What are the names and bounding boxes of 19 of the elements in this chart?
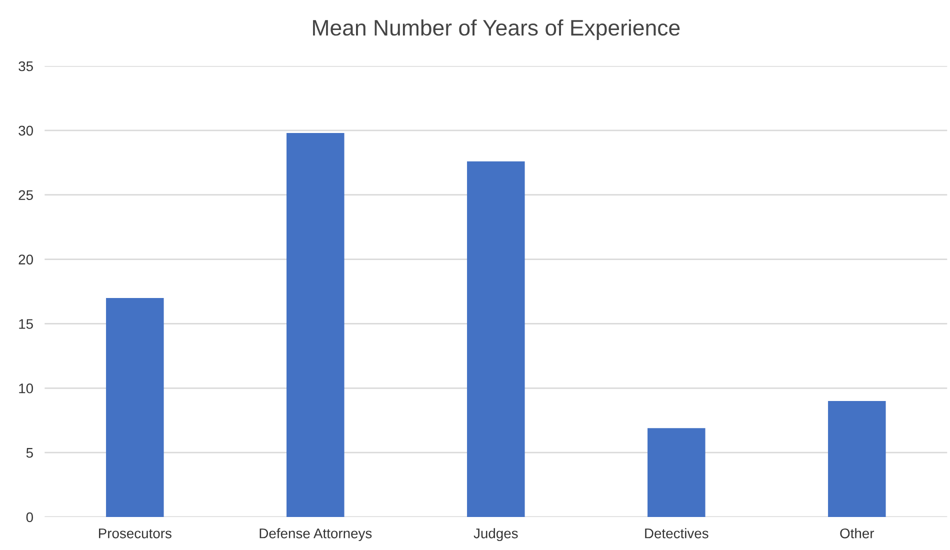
y-tick-label: 0 xyxy=(26,512,33,522)
bar xyxy=(828,401,886,517)
y-tick-label: 5 xyxy=(26,448,33,458)
y-tick-label: 10 xyxy=(19,383,33,394)
y-tick-label: 30 xyxy=(18,126,33,136)
y-tick-label: 35 xyxy=(18,61,33,72)
x-tick-label: Prosecutors xyxy=(98,528,172,538)
bar xyxy=(286,133,344,517)
y-tick-label: 25 xyxy=(18,190,33,200)
x-tick-label: Judges xyxy=(474,528,518,542)
y-tick-label: 20 xyxy=(18,254,33,264)
x-tick-label: Other xyxy=(840,528,874,538)
chart-title: Mean Number of Years of Experience xyxy=(313,19,680,40)
bar xyxy=(467,161,525,517)
bar xyxy=(106,298,164,517)
bar xyxy=(648,428,706,517)
x-tick-label: Detectives xyxy=(645,528,708,538)
x-tick-label: Defense Attorneys xyxy=(260,528,372,542)
y-tick-label: 15 xyxy=(19,319,33,329)
